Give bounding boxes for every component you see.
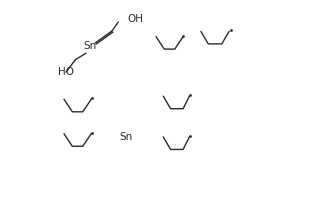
- Text: Sn: Sn: [119, 132, 132, 142]
- Text: OH: OH: [128, 14, 144, 24]
- Text: HO: HO: [58, 67, 74, 77]
- Text: Sn: Sn: [84, 41, 97, 51]
